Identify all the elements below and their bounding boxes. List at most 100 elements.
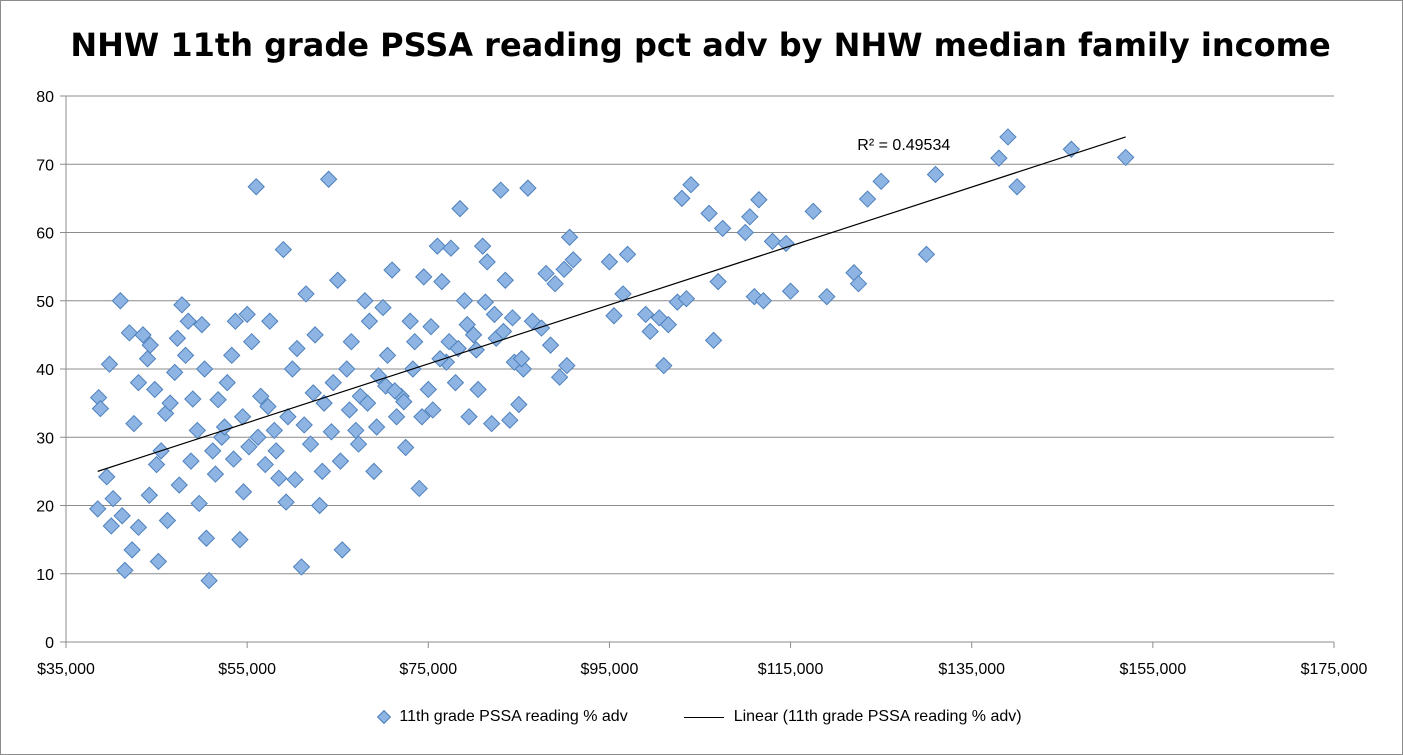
legend-trendline-label: Linear (11th grade PSSA reading % adv) [733, 708, 1022, 725]
data-point [496, 271, 514, 289]
data-point [600, 253, 619, 271]
data-point [476, 293, 495, 311]
data-point [419, 380, 437, 399]
data-point [442, 239, 460, 257]
data-point [256, 455, 274, 474]
data-point [149, 552, 168, 571]
data-point [270, 469, 288, 487]
legend-item-trendline: Linear (11th grade PSSA reading % adv) [683, 708, 1022, 726]
data-point [605, 307, 623, 325]
data-point [510, 395, 528, 414]
x-tick-label: $135,000 [938, 661, 1005, 678]
data-point [113, 507, 131, 525]
data-point [428, 237, 447, 255]
data-point [858, 190, 877, 208]
data-point [659, 315, 678, 334]
data-point [102, 517, 120, 535]
data-point [147, 455, 166, 474]
data-point [700, 204, 718, 223]
data-point [558, 356, 576, 375]
data-point [704, 331, 723, 350]
trendline-swatch-icon [683, 716, 724, 718]
data-point [179, 312, 197, 330]
data-point [288, 339, 306, 358]
x-tick-label: $75,000 [399, 661, 457, 678]
x-tick-label: $175,000 [1301, 661, 1368, 678]
data-point [306, 326, 324, 344]
data-point [917, 245, 936, 264]
data-point [141, 336, 159, 354]
data-point [91, 399, 110, 418]
data-point [537, 264, 555, 283]
data-point [338, 360, 356, 378]
data-point [176, 346, 195, 365]
x-tick-label: $95,000 [581, 661, 639, 678]
data-point [242, 332, 261, 351]
data-point [238, 305, 256, 324]
data-point [165, 363, 184, 382]
data-point [804, 202, 822, 221]
data-point [415, 268, 433, 286]
data-point [365, 462, 383, 481]
data-point [560, 228, 579, 246]
trendline: R² = 0.49534 [97, 136, 1126, 472]
data-point [200, 571, 218, 590]
data-point [249, 428, 267, 446]
data-point [378, 346, 397, 365]
data-point [754, 292, 773, 310]
data-point [467, 341, 485, 359]
data-point [173, 296, 191, 314]
data-point [358, 394, 377, 412]
data-point [158, 511, 177, 530]
y-tick-label: 60 [36, 226, 54, 243]
data-point [324, 373, 342, 392]
data-point [777, 234, 795, 253]
trendline-line [97, 136, 1126, 472]
data-point [333, 541, 351, 559]
data-point [555, 260, 573, 279]
data-point [88, 500, 107, 518]
data-point [188, 421, 207, 440]
data-point [223, 346, 241, 365]
data-point [369, 367, 388, 385]
x-tick-label: $155,000 [1119, 661, 1186, 678]
data-point [347, 421, 365, 440]
data-point [655, 356, 673, 375]
y-tick-label: 30 [36, 430, 54, 447]
data-point [231, 530, 249, 549]
gridlines [66, 95, 1334, 575]
data-point [123, 541, 141, 559]
data-point [469, 380, 487, 399]
data-point [125, 414, 143, 433]
data-point [286, 470, 304, 489]
data-point [267, 442, 285, 460]
data-point [750, 191, 768, 209]
data-point [319, 170, 338, 188]
axes [60, 95, 1335, 648]
data-point [182, 452, 200, 470]
data-point [401, 312, 419, 330]
data-point [331, 452, 350, 470]
legend-item-series: 11th grade PSSA reading % adv [377, 708, 628, 726]
data-point [1008, 178, 1026, 196]
y-tick-label: 70 [36, 157, 54, 174]
data-point [247, 178, 265, 196]
data-point [614, 285, 632, 303]
y-tick-label: 50 [36, 294, 54, 311]
chart-title: NHW 11th grade PSSA reading pct adv by N… [70, 26, 1331, 64]
data-point [446, 373, 465, 392]
data-point [209, 391, 227, 409]
data-point [340, 401, 359, 419]
y-tick-label: 80 [36, 89, 54, 106]
data-point [218, 373, 236, 392]
data-point [98, 468, 116, 486]
data-point [741, 208, 759, 226]
data-point [168, 329, 187, 347]
data-point [410, 479, 428, 498]
data-point [682, 176, 700, 194]
data-point [111, 292, 130, 310]
data-point [279, 408, 297, 426]
data-point [104, 489, 122, 508]
data-point [259, 397, 277, 416]
